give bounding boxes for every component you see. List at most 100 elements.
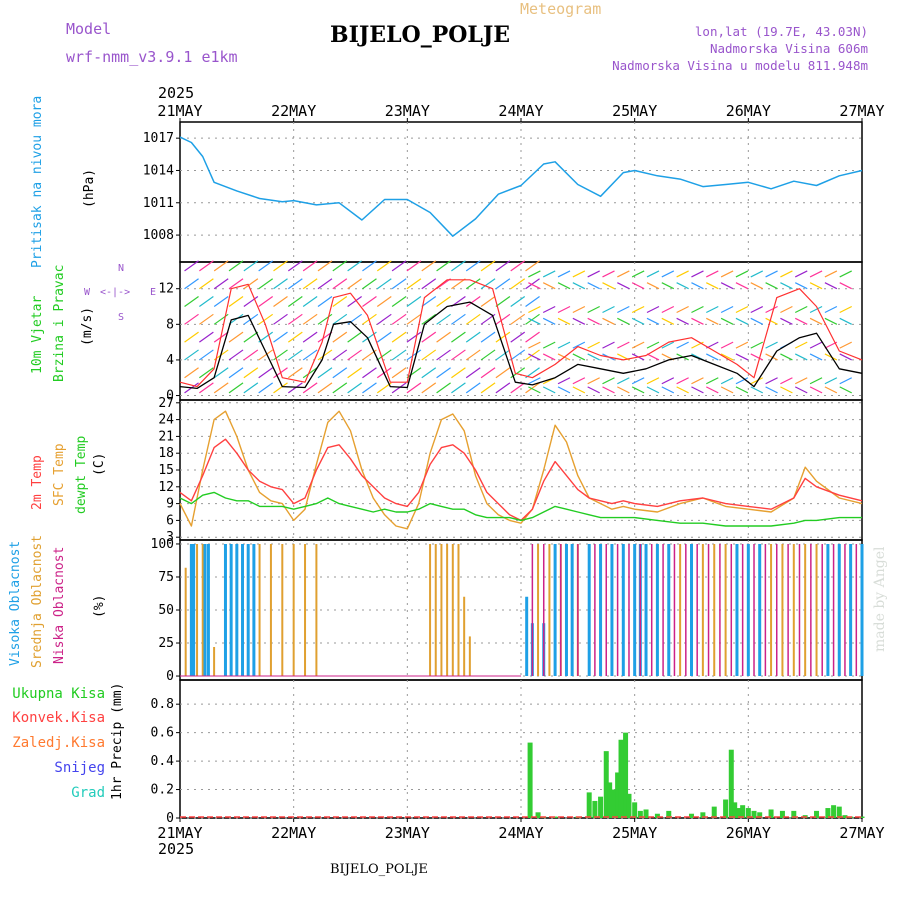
wind-barb xyxy=(495,260,511,272)
wind-barb xyxy=(631,341,645,349)
wind-barb xyxy=(631,377,645,385)
wind-barb xyxy=(646,305,660,314)
precip-bar xyxy=(779,810,785,818)
wind-barb xyxy=(525,382,540,394)
wind-barb xyxy=(602,282,615,290)
wind-barb xyxy=(824,305,838,314)
y-tick-label: 0.8 xyxy=(151,697,174,712)
wind-barb xyxy=(495,349,511,361)
wind-barb xyxy=(706,282,719,290)
wind-barb xyxy=(572,270,586,278)
wind-barb xyxy=(587,341,600,349)
wind-barb xyxy=(258,331,274,343)
wind-barb xyxy=(332,260,348,272)
wind-barb xyxy=(213,382,229,394)
y-tick-label: 1014 xyxy=(143,163,174,178)
wind-barb xyxy=(258,278,274,290)
wind-barb xyxy=(525,331,540,343)
wind-barb xyxy=(317,313,333,325)
wind-barb xyxy=(273,296,288,308)
wind-barb xyxy=(436,296,451,308)
wind-barb xyxy=(199,367,214,379)
x-tick-label-bottom: 24MAY xyxy=(498,824,543,842)
precip-bar xyxy=(814,810,820,818)
wind-barb xyxy=(765,377,778,385)
wind-barb xyxy=(720,270,734,278)
model-name: wrf-nmm_v3.9.1 e1km xyxy=(66,48,238,66)
wind-barb xyxy=(480,331,496,343)
wind-barb xyxy=(465,331,481,343)
wind-barb xyxy=(557,377,571,385)
precip-bar xyxy=(728,749,734,818)
wind-barb xyxy=(587,386,600,394)
model-elevation-label: Nadmorska Visina u modelu 811.948m xyxy=(612,58,868,73)
wind-barb xyxy=(735,341,749,349)
y-tick-label: 9 xyxy=(166,497,174,512)
legend-freezing-rain: Zaledj.Kisa xyxy=(12,735,105,751)
wind-barb xyxy=(809,305,823,314)
wind-barb xyxy=(557,317,571,325)
wind-barb xyxy=(376,349,392,361)
precip-bar xyxy=(643,809,649,818)
wind-barb xyxy=(243,331,259,343)
wind-barb xyxy=(480,296,496,308)
wind-barb xyxy=(720,353,734,361)
wind-barb xyxy=(243,382,259,394)
wind-barb xyxy=(302,331,318,343)
wind-barb xyxy=(406,313,422,325)
wind-barb xyxy=(780,270,793,278)
wind-barb xyxy=(525,349,540,361)
wind-barb xyxy=(794,386,808,394)
wind-barb xyxy=(376,313,392,325)
wind-barb xyxy=(243,349,259,361)
y-tick-label: 8 xyxy=(166,317,174,332)
wind-barb xyxy=(572,353,586,361)
precip-bar xyxy=(700,812,706,818)
wind-barb xyxy=(510,331,526,343)
precip-bar xyxy=(836,806,842,818)
wind-barb xyxy=(720,341,734,349)
wind-barb xyxy=(228,260,244,272)
precip-bar xyxy=(535,812,541,818)
wind-barb xyxy=(347,349,362,361)
wind-barb xyxy=(706,386,719,394)
wind-barb xyxy=(809,353,823,361)
precip-bar xyxy=(615,772,621,818)
wind-barb xyxy=(228,296,244,308)
wind-barb xyxy=(631,305,645,314)
wind-barb xyxy=(765,282,778,290)
wind-barb xyxy=(243,296,259,308)
wind-barb xyxy=(735,270,749,278)
wind-barb xyxy=(676,341,689,349)
wind-barb xyxy=(347,260,362,272)
wind-barb xyxy=(302,367,318,379)
wind-barb xyxy=(691,317,704,325)
wind-barb xyxy=(273,382,288,394)
wind-barb xyxy=(646,270,660,278)
wind-barb xyxy=(287,260,303,272)
wind-barb xyxy=(602,317,615,325)
wind-barb xyxy=(780,282,793,290)
wind-barb xyxy=(661,377,675,385)
legend-total-rain: Ukupna Kisa xyxy=(12,686,105,702)
wind-barb xyxy=(406,260,422,272)
x-tick-label-bottom: 26MAY xyxy=(726,824,771,842)
wind-barb xyxy=(347,331,362,343)
wind-barb xyxy=(495,296,511,308)
precip-bar xyxy=(618,739,624,818)
wind-barb xyxy=(809,341,823,349)
x-tick-label-bottom: 25MAY xyxy=(612,824,657,842)
wind-barb xyxy=(184,278,199,290)
wind-barb xyxy=(436,260,451,272)
wind-barb xyxy=(258,296,274,308)
wind-barb xyxy=(839,341,852,349)
wind-barb xyxy=(273,313,288,325)
precip-bar xyxy=(527,742,533,818)
wind-barb xyxy=(602,270,615,278)
x-tick-label-bottom: 27MAY xyxy=(839,824,884,842)
y-tick-label: 24 xyxy=(158,413,174,428)
x-tick-label-bottom: 21MAY xyxy=(157,824,202,842)
wind-barb xyxy=(706,317,719,325)
wind-barb xyxy=(406,296,422,308)
wind-barb xyxy=(510,278,526,290)
